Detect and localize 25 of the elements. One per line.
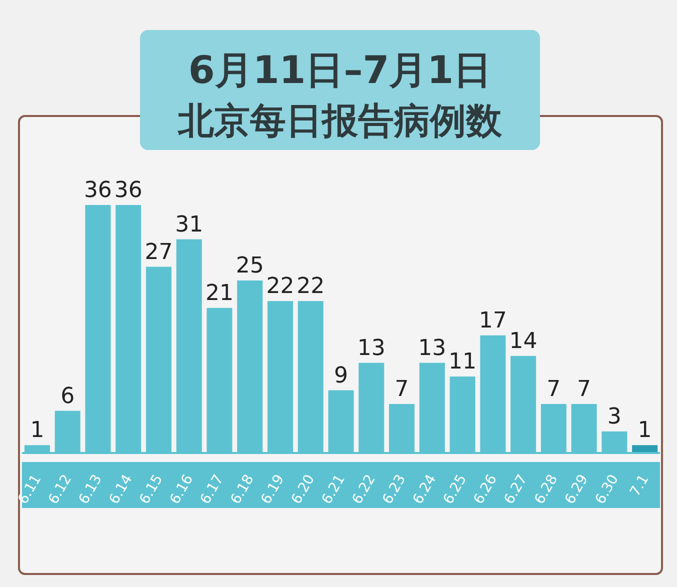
data-label: 9: [334, 363, 348, 388]
data-label: 1: [30, 418, 44, 444]
bar: [632, 445, 658, 452]
data-label: 36: [114, 178, 142, 203]
data-label: 1: [638, 418, 652, 444]
data-label: 31: [175, 212, 204, 238]
data-label: 14: [509, 328, 538, 354]
data-label: 25: [236, 253, 264, 278]
data-label: 7: [394, 376, 409, 402]
data-label: 3: [607, 404, 622, 430]
data-label: 36: [84, 178, 112, 203]
data-label: 6: [60, 384, 75, 409]
x-tick-label: 7.1: [627, 472, 652, 500]
data-label: 7: [546, 376, 561, 402]
chart-subtitle: 北京每日报告病例数: [177, 101, 503, 142]
data-label: 13: [418, 336, 446, 361]
data-label: 17: [478, 308, 507, 334]
data-label: 22: [266, 274, 294, 300]
data-label: 27: [144, 240, 173, 265]
data-label: 22: [296, 274, 325, 300]
data-label: 11: [448, 350, 477, 375]
data-label: 13: [357, 336, 386, 361]
data-label: 21: [205, 280, 234, 306]
chart-title: 6月11日–7月1日: [188, 48, 492, 92]
data-label: 7: [577, 376, 592, 402]
